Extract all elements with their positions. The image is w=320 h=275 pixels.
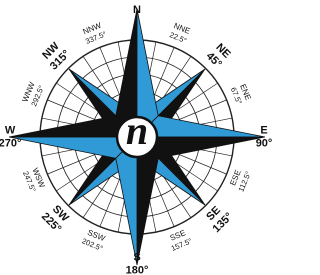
direction-degrees: 90°: [256, 137, 272, 149]
direction-name: E: [260, 124, 267, 136]
direction-label: E90°: [256, 124, 272, 149]
direction-name: W: [5, 124, 16, 136]
direction-degrees: 270°: [0, 137, 21, 149]
direction-name: S: [133, 251, 140, 263]
direction-name: N: [133, 4, 141, 16]
direction-label: N: [133, 4, 141, 16]
center-letter: n: [126, 108, 148, 153]
direction-degrees: 180°: [126, 264, 149, 275]
